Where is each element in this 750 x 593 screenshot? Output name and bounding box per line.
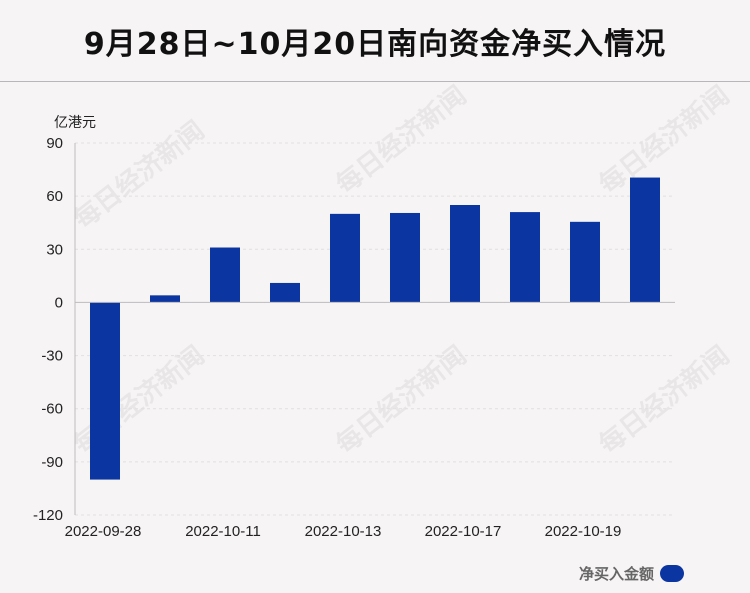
y-tick-label: -120 [33, 507, 63, 524]
y-axis-unit-label: 亿港元 [54, 115, 96, 131]
bar [330, 213, 360, 303]
x-tick-label: 2022-09-28 [65, 523, 142, 540]
bar [450, 205, 480, 303]
bar [210, 247, 240, 303]
x-tick-label: 2022-10-19 [545, 523, 622, 540]
y-tick-label: -90 [41, 454, 63, 471]
bar [570, 221, 600, 303]
legend-swatch [660, 565, 684, 582]
y-tick-label: 30 [46, 241, 63, 258]
bar [270, 282, 300, 303]
x-tick-label: 2022-10-17 [425, 523, 502, 540]
x-tick-label: 2022-10-13 [305, 523, 382, 540]
bar [390, 212, 420, 303]
chart-title: 9月28日~10月20日南向资金净买入情况 [83, 26, 667, 62]
y-tick-label: 60 [46, 188, 63, 205]
y-tick-label: 0 [55, 294, 63, 311]
bar [90, 302, 120, 480]
title-bar: 9月28日~10月20日南向资金净买入情况 [0, 0, 750, 82]
y-tick-label: -30 [41, 348, 63, 365]
y-tick-label: -60 [41, 401, 63, 418]
legend: 净买入金额 [579, 563, 684, 584]
legend-label: 净买入金额 [578, 565, 654, 583]
bar [150, 295, 180, 303]
y-tick-label: 90 [46, 135, 63, 152]
x-tick-label: 2022-10-11 [185, 523, 261, 540]
bar [630, 177, 660, 303]
bar [510, 212, 540, 303]
